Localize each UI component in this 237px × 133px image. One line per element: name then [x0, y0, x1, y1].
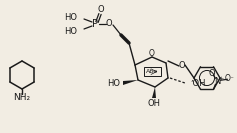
Text: +: + [218, 76, 223, 81]
Text: P: P [92, 19, 98, 29]
Text: NH₂: NH₂ [14, 93, 31, 103]
Text: O: O [149, 49, 155, 59]
Text: O⁻: O⁻ [225, 74, 234, 83]
Text: N: N [214, 77, 221, 86]
Text: Abe: Abe [146, 69, 158, 74]
Text: O: O [98, 5, 104, 14]
Text: OH: OH [147, 99, 160, 109]
Text: HO: HO [64, 13, 77, 22]
Text: ʼOH: ʼOH [190, 78, 205, 88]
Polygon shape [123, 80, 138, 85]
FancyBboxPatch shape [144, 67, 161, 76]
Text: O: O [106, 20, 112, 28]
Polygon shape [152, 87, 156, 98]
Text: O: O [179, 61, 185, 70]
Text: HO: HO [107, 78, 120, 88]
Text: O: O [208, 69, 215, 78]
Text: HO: HO [64, 26, 77, 36]
